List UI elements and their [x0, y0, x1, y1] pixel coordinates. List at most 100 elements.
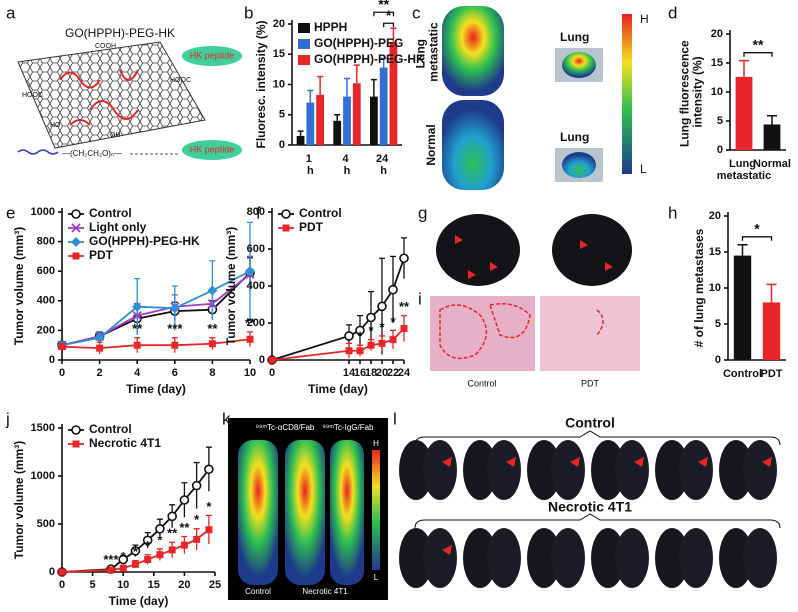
y-axis-label: Lung fluorescence intensity (%) — [678, 37, 705, 147]
significance-label: ** — [753, 36, 764, 52]
legend-marker — [72, 252, 80, 260]
organ-label: Lung — [560, 30, 589, 44]
x-tick-label: Normal — [753, 158, 791, 170]
significance-label: * — [145, 538, 151, 553]
x-tick-label: 24 — [398, 367, 411, 379]
panel-letter: f — [256, 203, 261, 222]
marker — [133, 341, 141, 349]
panel-letter: h — [668, 203, 677, 222]
bar — [316, 94, 324, 145]
bar — [333, 120, 342, 145]
y-tick-label: 5 — [279, 109, 285, 121]
marker — [94, 332, 105, 343]
y-tick-label: 0 — [259, 354, 265, 366]
lung-photo — [527, 440, 561, 500]
marker — [193, 535, 201, 543]
legend-label: Control — [89, 422, 132, 436]
lung-photo — [527, 528, 561, 588]
legend-label: GO(HPPH)-PEG-HK — [89, 234, 200, 248]
lung-photo — [551, 528, 585, 588]
marker — [167, 511, 177, 522]
marker — [191, 480, 202, 491]
marker — [389, 336, 397, 344]
marker — [355, 325, 365, 336]
error-bar — [334, 114, 341, 121]
significance-label: * — [206, 499, 212, 514]
chem-label: HO — [50, 122, 61, 129]
lung-photo — [615, 440, 649, 500]
x-tick-label: PDT — [761, 368, 783, 380]
significance-label: * — [390, 314, 396, 329]
y-axis-label: Fluoresc. intensity (%) — [254, 20, 268, 148]
arrow-mark — [634, 457, 644, 467]
x-tick-label: 8 — [209, 367, 215, 379]
marker — [168, 546, 176, 554]
legend-marker — [71, 425, 81, 435]
bar — [379, 67, 388, 145]
lung-image — [562, 52, 596, 78]
marker — [400, 325, 408, 333]
peptide-shape — [182, 140, 242, 160]
mouse-image — [238, 440, 278, 585]
y-tick-label: 400 — [247, 280, 265, 292]
lung-photo — [719, 440, 753, 500]
lung-photo — [655, 528, 689, 588]
lung-photo — [423, 528, 457, 588]
brace — [414, 430, 781, 446]
probe-label: ⁹⁹ᵐTc-αCD8/Fab — [256, 423, 315, 432]
error-bar — [317, 75, 324, 95]
scale-label: L — [374, 573, 379, 582]
y-tick-label: 20 — [273, 18, 285, 30]
marker — [107, 566, 115, 574]
significance-label: ** — [132, 321, 143, 336]
peptide-label: HK peptide — [190, 144, 235, 154]
x-tick-label: 25 — [209, 579, 221, 591]
marker — [119, 564, 127, 572]
mouse-image — [442, 6, 504, 96]
error-bar — [370, 78, 377, 97]
marker — [344, 331, 354, 341]
lung-photo — [436, 214, 520, 286]
significance-bracket — [741, 236, 773, 241]
x-tick-label: 4 h — [342, 153, 351, 177]
histology — [540, 296, 640, 371]
marker — [156, 551, 164, 559]
panel-letter: e — [6, 203, 15, 222]
x-axis-label: Time (day) — [308, 382, 368, 396]
lung-photo — [487, 440, 521, 500]
marker — [142, 535, 153, 546]
x-tick-label: 14 — [343, 367, 356, 379]
row-label: Normal — [424, 124, 438, 165]
lung-photo — [552, 214, 632, 286]
error-bar — [739, 59, 749, 77]
x-tick-label: 2 — [97, 367, 103, 379]
lung-photo — [679, 440, 713, 500]
organ-label: Lung — [560, 130, 589, 144]
arrow-mark — [570, 457, 580, 467]
marker — [130, 546, 141, 556]
colorbar — [372, 450, 380, 570]
marker — [366, 312, 376, 323]
marker — [132, 301, 143, 312]
tumor-outline — [439, 303, 604, 360]
marker — [388, 284, 398, 295]
y-tick-label: 800 — [37, 236, 55, 248]
arrow-mark — [762, 457, 772, 467]
brace — [414, 513, 781, 529]
y-tick-label: 0 — [717, 144, 723, 156]
legend-label: PDT — [299, 220, 324, 234]
significance-label: * — [386, 7, 392, 23]
lung-photo — [551, 440, 585, 500]
chain-shape — [17, 149, 59, 155]
y-axis-label: # of lung metastases — [692, 228, 706, 347]
x-tick-label: 24 h — [376, 153, 391, 177]
legend-marker — [71, 223, 81, 233]
group-label: Necrotic 4T1 — [302, 587, 348, 596]
legend-marker — [71, 209, 81, 219]
mouse-image — [330, 440, 364, 585]
legend-label: Necrotic 4T1 — [89, 436, 161, 450]
scale-label: H — [640, 12, 649, 26]
significance-label: * — [133, 544, 139, 559]
